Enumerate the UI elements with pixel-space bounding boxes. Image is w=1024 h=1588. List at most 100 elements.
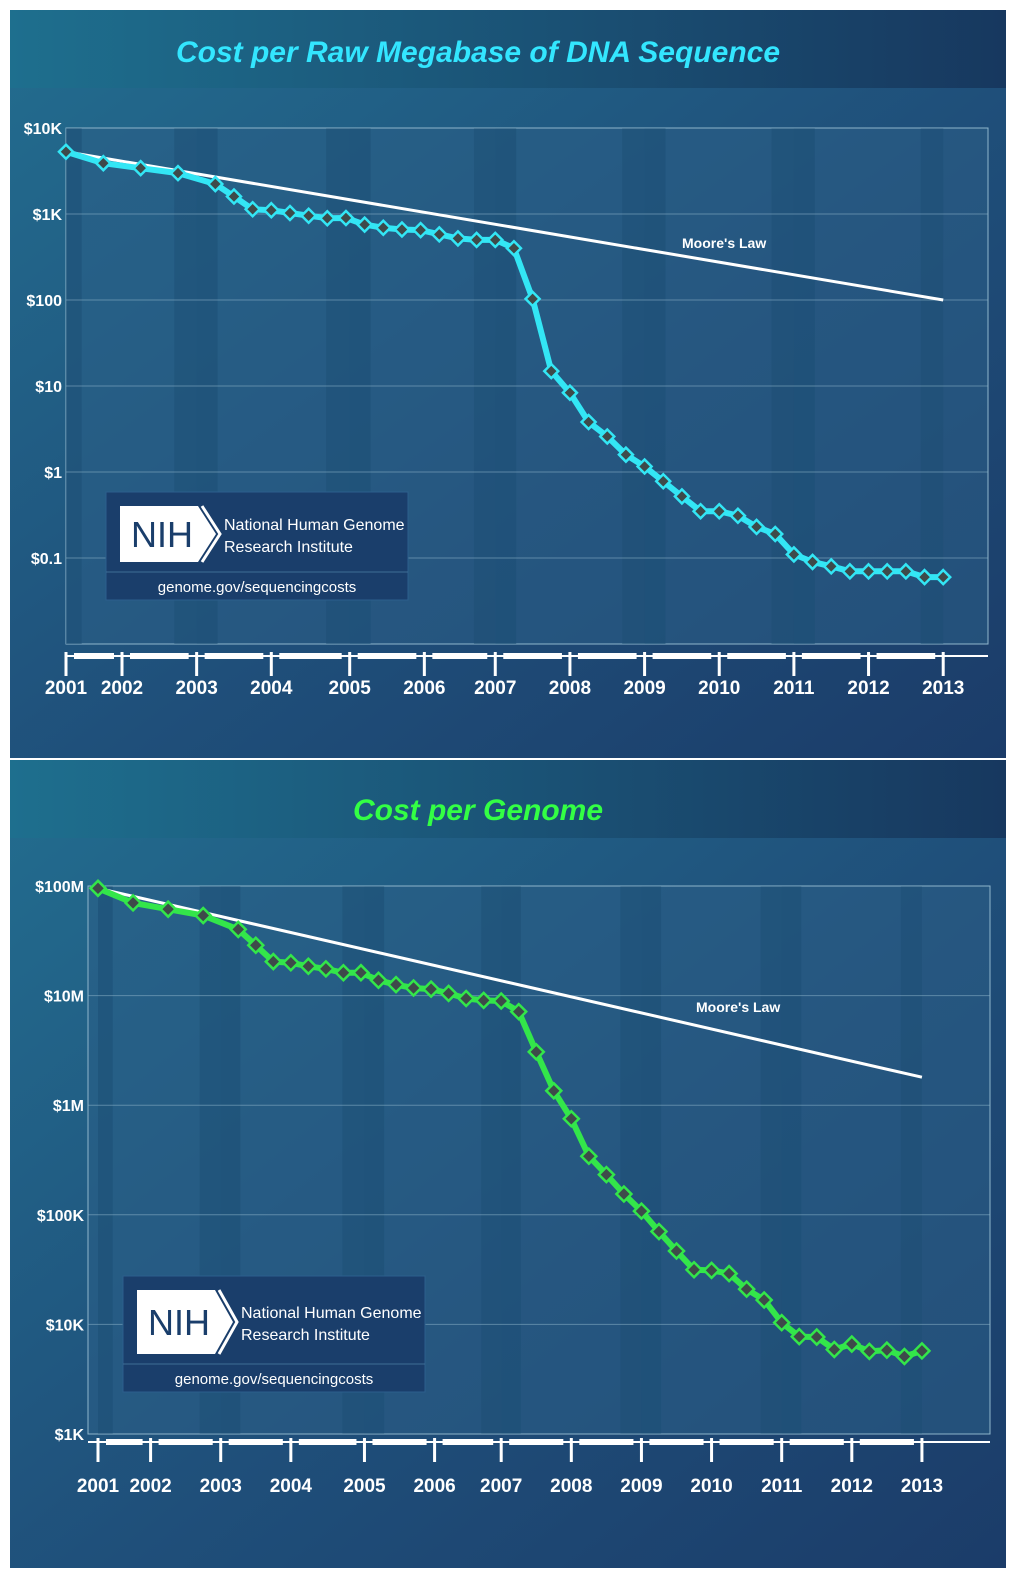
data-point-marker xyxy=(860,1342,879,1361)
data-point-marker xyxy=(158,899,178,919)
y-tick-label: $10 xyxy=(35,379,62,396)
data-point-marker xyxy=(281,953,301,973)
plot-stripe xyxy=(641,886,662,1434)
data-point-marker xyxy=(351,963,371,982)
x-tick-label: 2009 xyxy=(620,1476,662,1497)
data-point-marker xyxy=(684,1260,704,1280)
data-point-marker xyxy=(766,525,784,543)
data-point-marker xyxy=(474,991,493,1010)
x-axis-segment xyxy=(298,1439,357,1445)
nih-logo: NIH National Human Genome Research Institu… xyxy=(122,1275,426,1393)
x-tick-label: 2001 xyxy=(45,678,88,699)
x-tick-label: 2008 xyxy=(550,1476,592,1497)
x-axis-segment xyxy=(228,1439,283,1445)
data-point-marker xyxy=(803,553,822,571)
plot-stripe xyxy=(620,886,642,1434)
data-point-marker xyxy=(404,978,423,998)
chart-panel-megabase: Cost per Raw Megabase of DNA Sequence $10… xyxy=(10,10,1006,758)
data-point-marker xyxy=(632,1201,651,1221)
data-point-marker xyxy=(243,200,262,219)
data-point-marker xyxy=(878,562,896,581)
x-tick-label: 2011 xyxy=(761,1476,803,1497)
data-point-marker xyxy=(193,906,213,925)
x-tick-label: 2006 xyxy=(413,1476,455,1497)
data-point-marker xyxy=(505,239,523,257)
x-tick-label: 2013 xyxy=(922,678,964,699)
x-axis-segment xyxy=(859,1439,914,1445)
data-point-marker xyxy=(281,204,299,222)
nih-name-line1: National Human Genome xyxy=(224,517,405,534)
data-point-marker xyxy=(228,920,248,939)
data-point-marker xyxy=(754,1290,774,1310)
moores-law-label: Moore's Law xyxy=(682,235,766,251)
nih-mark-text: NIH xyxy=(131,514,193,555)
nih-name-line2: Research Institute xyxy=(224,539,353,556)
x-axis-segment xyxy=(442,1439,494,1445)
moores-law-line xyxy=(97,886,923,1079)
nih-mark-text: NIH xyxy=(148,1302,210,1343)
chart-genome: Cost per Genome $100M $10M $1M $100K $10K $1K 2… xyxy=(10,760,1006,1568)
x-axis-segment xyxy=(719,1439,774,1445)
data-point-marker xyxy=(486,231,505,249)
title-bar xyxy=(10,10,1006,88)
moores-law-label: Moore's Law xyxy=(696,999,780,1015)
data-point-marker xyxy=(654,472,673,491)
data-point-marker xyxy=(369,970,388,990)
data-point-marker xyxy=(915,568,934,586)
data-point-marker xyxy=(299,957,318,976)
x-axis-segment xyxy=(432,653,488,659)
x-axis-segment xyxy=(74,653,114,659)
data-point-marker xyxy=(649,1222,669,1241)
plot-stripe xyxy=(98,886,113,1434)
x-axis-segment xyxy=(652,653,712,659)
data-point-marker xyxy=(841,562,859,581)
data-point-marker xyxy=(57,143,75,161)
data-point-marker xyxy=(509,1002,528,1021)
chart-title: Cost per Genome xyxy=(353,794,603,827)
x-tick-label: 2005 xyxy=(329,678,372,699)
x-tick-label: 2010 xyxy=(690,1476,732,1497)
data-point-marker xyxy=(825,1340,844,1359)
x-axis-segment xyxy=(727,653,786,659)
data-point-marker xyxy=(467,231,486,249)
data-point-marker xyxy=(393,220,411,239)
title-bar xyxy=(10,760,1006,838)
x-tick-label: 2012 xyxy=(847,678,889,699)
x-axis-segment xyxy=(106,1439,143,1445)
data-point-marker xyxy=(316,959,336,979)
x-axis-segment xyxy=(577,653,637,659)
x-tick-label: 2004 xyxy=(270,1476,313,1497)
data-point-marker xyxy=(934,568,952,586)
x-tick-label: 2007 xyxy=(474,678,516,699)
x-tick-label: 2002 xyxy=(129,1476,171,1497)
x-tick-label: 2009 xyxy=(623,678,665,699)
x-axis-segment xyxy=(649,1439,704,1445)
x-axis-segment xyxy=(279,653,342,659)
y-tick-label: $10M xyxy=(44,989,84,1006)
plot-stripe xyxy=(501,886,521,1434)
x-axis-segment xyxy=(503,653,562,659)
plot-stripe xyxy=(900,886,922,1434)
data-point-marker xyxy=(246,936,266,955)
x-axis-segment xyxy=(876,653,936,659)
data-point-marker xyxy=(822,557,840,576)
data-point-marker xyxy=(785,545,803,564)
x-tick-label: 2005 xyxy=(343,1476,386,1497)
data-point-marker xyxy=(747,518,766,536)
data-point-marker xyxy=(597,1165,616,1184)
chart-megabase: Cost per Raw Megabase of DNA Sequence $10… xyxy=(10,10,1006,758)
data-point-marker xyxy=(842,1334,862,1354)
x-tick-label: 2001 xyxy=(77,1476,120,1497)
data-point-marker xyxy=(719,1264,739,1283)
x-tick-label: 2003 xyxy=(176,678,218,699)
data-point-marker xyxy=(702,1261,721,1280)
data-point-marker xyxy=(691,502,710,520)
y-tick-label: $10K xyxy=(24,121,63,138)
data-point-marker xyxy=(562,1109,581,1129)
data-point-marker xyxy=(859,562,878,581)
x-axis-segment xyxy=(357,653,417,659)
x-tick-label: 2007 xyxy=(480,1476,522,1497)
chart-title: Cost per Raw Megabase of DNA Sequence xyxy=(176,36,780,69)
data-point-marker xyxy=(542,362,561,380)
nih-name-line2: Research Institute xyxy=(241,1327,370,1344)
